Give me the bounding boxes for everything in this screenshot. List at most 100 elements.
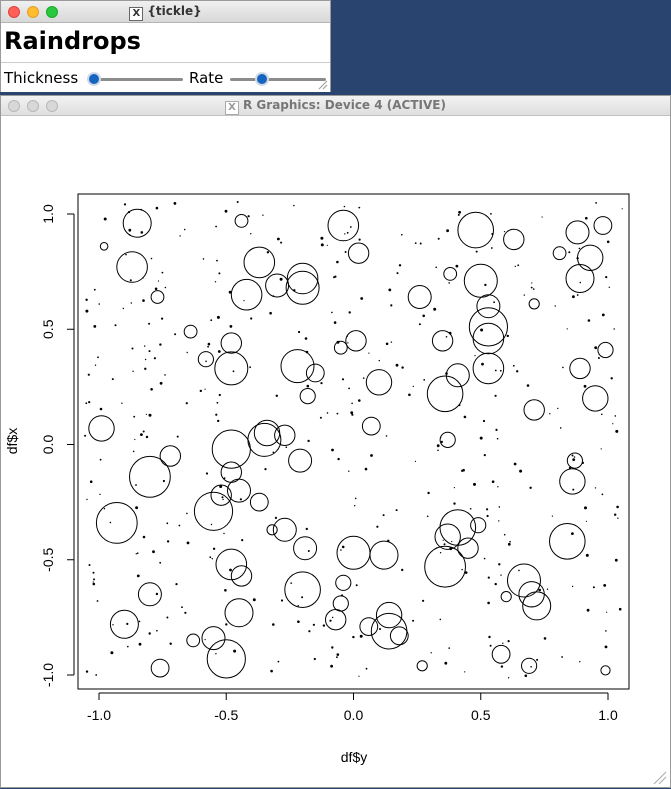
raindrop-dot	[150, 257, 153, 260]
raindrop-dot	[218, 272, 221, 275]
raindrop-dot	[274, 516, 277, 519]
thickness-slider-knob[interactable]	[87, 72, 101, 86]
raindrop-circle	[593, 216, 613, 235]
raindrop-circle	[518, 581, 545, 608]
raindrop-dot	[114, 324, 117, 327]
close-window-button[interactable]	[8, 6, 20, 18]
raindrop-dot	[140, 231, 144, 234]
raindrop-circle	[150, 658, 170, 678]
raindrop-dot	[615, 429, 619, 433]
raindrop-circle	[457, 537, 479, 559]
raindrop-dot	[336, 412, 339, 415]
raindrop-dot	[617, 517, 619, 519]
raindrop-dot	[250, 317, 253, 320]
raindrop-dot	[221, 496, 224, 499]
minimize-window-button[interactable]	[27, 100, 39, 112]
raindrop-circle	[230, 278, 263, 311]
raindrop-dot	[307, 439, 310, 443]
raindrop-circle	[500, 591, 512, 603]
raindrop-dot	[474, 355, 476, 357]
raindrop-circle	[439, 431, 456, 448]
raindrop-dot	[228, 290, 232, 294]
raindrop-dot	[136, 552, 139, 554]
x-tick-label: -1.0	[87, 707, 111, 723]
raindrop-dot	[551, 515, 554, 517]
raindrop-circle	[439, 509, 477, 546]
raindrop-dot	[487, 576, 490, 579]
raindrop-circle	[197, 351, 214, 368]
raindrop-dot	[358, 675, 360, 677]
minimize-window-button[interactable]	[27, 6, 39, 18]
raindrop-dot	[349, 226, 352, 228]
thickness-slider-track[interactable]	[87, 78, 183, 81]
raindrop-dot	[142, 535, 146, 539]
raindrop-circle	[523, 399, 545, 421]
rate-slider-track[interactable]	[230, 78, 326, 81]
raindrop-circle	[565, 264, 595, 293]
raindrop-dot	[214, 281, 217, 283]
raindrop-dot	[320, 382, 323, 385]
raindrop-dot	[334, 275, 337, 278]
raindrop-circle	[552, 246, 567, 261]
rate-slider-knob[interactable]	[254, 72, 269, 86]
raindrop-dot	[122, 307, 125, 310]
raindrop-dot	[85, 298, 88, 301]
raindrop-dot	[414, 460, 417, 462]
raindrop-dot	[110, 651, 114, 655]
zoom-window-button[interactable]	[46, 100, 58, 112]
resize-grip-icon[interactable]	[653, 771, 667, 785]
close-window-button[interactable]	[8, 100, 20, 112]
raindrop-dot	[223, 477, 226, 479]
raindrop-circle	[359, 617, 379, 637]
raindrop-dot	[217, 350, 221, 353]
tickle-titlebar[interactable]: X {tickle}	[1, 1, 330, 23]
raindrop-dot	[298, 330, 301, 334]
raindrop-circle	[332, 595, 349, 612]
raindrop-circle	[569, 357, 591, 380]
raindrop-dot	[99, 493, 101, 496]
x-axis-label: df$y	[341, 749, 367, 765]
raindrop-dot	[156, 629, 158, 632]
raindrop-dot	[440, 440, 443, 443]
raindrop-dot	[233, 649, 237, 653]
raindrop-dot	[280, 599, 284, 602]
rate-slider[interactable]	[230, 71, 326, 87]
raindrop-dot	[332, 616, 334, 619]
raindrop-dot	[594, 487, 597, 489]
raindrop-dot	[439, 618, 442, 621]
raindrop-dot	[618, 607, 622, 611]
raindrop-dot	[495, 428, 498, 431]
raindrop-dot	[385, 435, 388, 437]
raindrop-circle	[272, 517, 297, 542]
raindrop-circle	[95, 502, 138, 544]
raindrop-dot	[159, 561, 162, 564]
raindrop-dot	[469, 508, 472, 510]
raindrop-dot	[92, 581, 94, 583]
raindrop-dot	[484, 283, 487, 287]
raindrop-dot	[509, 540, 511, 543]
raindrop-circle	[565, 220, 590, 245]
raindrop-circle	[522, 591, 552, 621]
raindrop-circle	[468, 307, 508, 347]
raindrop-dot	[391, 639, 393, 642]
raindrop-dot	[490, 213, 492, 215]
zoom-window-button[interactable]	[46, 6, 58, 18]
raindrop-dot	[449, 547, 453, 551]
raindrop-dot	[436, 444, 440, 448]
raindrop-dot	[109, 521, 112, 524]
raindrop-dot	[306, 384, 310, 388]
raindrop-circle	[288, 448, 313, 473]
raindrop-dot	[614, 415, 617, 417]
thickness-slider[interactable]	[87, 71, 183, 87]
raindrop-dot	[457, 213, 460, 216]
raindrop-dot	[217, 419, 220, 423]
raindrop-dot	[145, 435, 149, 439]
raindrop-dot	[592, 586, 595, 589]
raindrop-dot	[448, 331, 452, 335]
raindrop-dot	[568, 466, 572, 470]
raindrop-dot	[524, 674, 528, 677]
raindrop-dot	[612, 423, 614, 425]
resize-grip-icon[interactable]	[318, 80, 328, 90]
